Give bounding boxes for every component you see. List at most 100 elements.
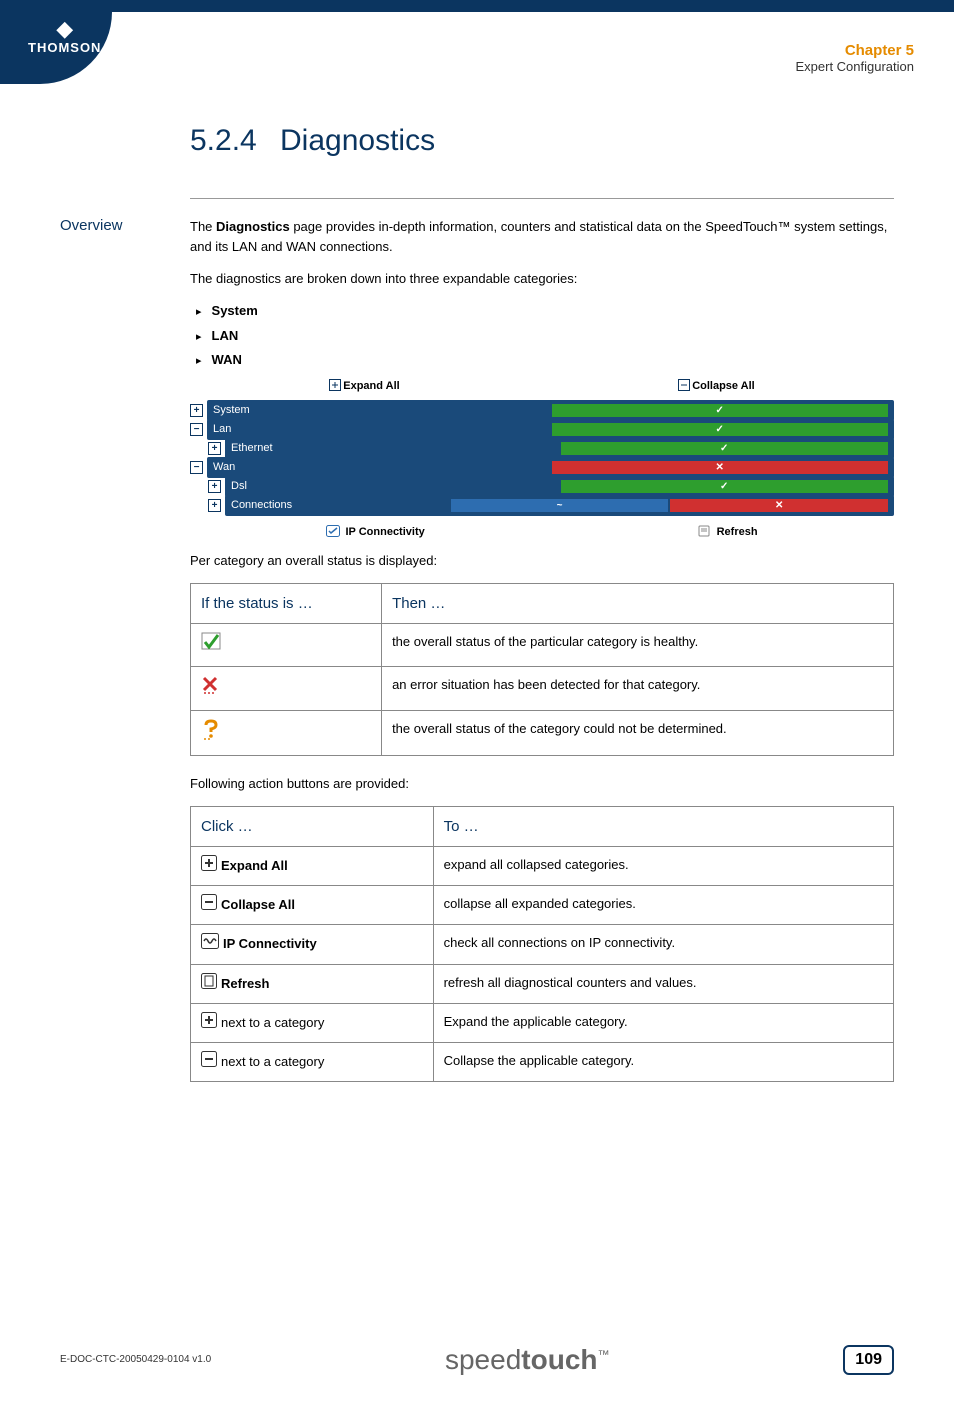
diagnostics-panel: Expand All Collapse All +System✓−Lan✓+Et… bbox=[190, 376, 894, 543]
refresh-link[interactable]: Refresh bbox=[698, 524, 758, 541]
page-number: 109 bbox=[843, 1345, 894, 1375]
diag-label[interactable]: Wan✕ bbox=[207, 457, 894, 478]
overview-content: The Diagnostics page provides in-depth i… bbox=[190, 217, 894, 1100]
toggle-icon[interactable]: + bbox=[208, 480, 221, 493]
action-row: Refreshrefresh all diagnostical counters… bbox=[191, 964, 894, 1003]
collapse-all-link[interactable]: Collapse All bbox=[678, 378, 755, 395]
action-button[interactable]: Expand All bbox=[201, 855, 288, 877]
status-table: If the status is …Then … the overall sta… bbox=[190, 583, 894, 756]
plus-icon bbox=[201, 855, 221, 877]
diag-rows: +System✓−Lan✓+Ethernet✓−Wan✕+Dsl✓+Connec… bbox=[190, 402, 894, 515]
bullet-system: System bbox=[196, 301, 894, 321]
status-ok-icon: ✓ bbox=[561, 480, 889, 493]
toggle-icon[interactable]: − bbox=[190, 423, 203, 436]
action-desc: collapse all expanded categories. bbox=[433, 886, 893, 925]
speedtouch-brand: speedtouch™ bbox=[445, 1344, 610, 1376]
status-h2: Then … bbox=[382, 584, 894, 624]
action-row: Expand Allexpand all collapsed categorie… bbox=[191, 847, 894, 886]
action-button[interactable]: Collapse All bbox=[201, 894, 295, 916]
doc-id: E-DOC-CTC-20050429-0104 v1.0 bbox=[60, 1354, 211, 1365]
action-button[interactable]: next to a category bbox=[201, 1051, 324, 1073]
actions-intro: Following action buttons are provided: bbox=[190, 774, 894, 794]
status-icon-cell bbox=[191, 624, 382, 667]
chapter-header: Chapter 5 Expert Configuration bbox=[795, 42, 914, 74]
diag-label[interactable]: Lan✓ bbox=[207, 419, 894, 440]
chapter-label: Chapter 5 bbox=[795, 42, 914, 59]
status-err-icon: ✕ bbox=[670, 499, 888, 512]
section-name: Diagnostics bbox=[280, 124, 435, 157]
action-row: next to a category Expand the applicable … bbox=[191, 1003, 894, 1042]
diag-row-connections: + Connections~✕ bbox=[190, 497, 894, 515]
action-button-cell: Refresh bbox=[191, 964, 434, 1003]
expand-all-link[interactable]: Expand All bbox=[329, 378, 399, 395]
status-row: an error situation has been detected for… bbox=[191, 667, 894, 710]
question-icon bbox=[201, 729, 223, 744]
header: ◆ THOMSON Chapter 5 Expert Configuration bbox=[0, 12, 954, 84]
action-desc: Collapse the applicable category. bbox=[433, 1042, 893, 1081]
status-ok-icon: ✓ bbox=[552, 404, 889, 417]
diag-label[interactable]: Connections~✕ bbox=[225, 495, 894, 516]
thomson-logo: ◆ THOMSON bbox=[28, 18, 101, 55]
logo-text: THOMSON bbox=[28, 40, 101, 55]
bullet-wan: WAN bbox=[196, 350, 894, 370]
action-row: Collapse All collapse all expanded catego… bbox=[191, 886, 894, 925]
footer: E-DOC-CTC-20050429-0104 v1.0 speedtouch™… bbox=[0, 1344, 954, 1406]
diag-label[interactable]: Ethernet✓ bbox=[225, 438, 894, 459]
wave-icon bbox=[201, 933, 223, 955]
overview-label: Overview bbox=[60, 217, 190, 1100]
action-button[interactable]: IP Connectivity bbox=[201, 933, 317, 955]
actions-h2: To … bbox=[433, 806, 893, 846]
action-button[interactable]: next to a category bbox=[201, 1012, 324, 1034]
status-icon-cell bbox=[191, 710, 382, 755]
toggle-icon[interactable]: − bbox=[190, 461, 203, 474]
top-bar bbox=[0, 0, 954, 12]
action-row: next to a category Collapse the applicabl… bbox=[191, 1042, 894, 1081]
action-desc: check all connections on IP connectivity… bbox=[433, 925, 893, 964]
divider bbox=[190, 198, 894, 199]
action-button-cell: Collapse All bbox=[191, 886, 434, 925]
status-row: the overall status of the particular cat… bbox=[191, 624, 894, 667]
actions-table: Click …To … Expand Allexpand all collaps… bbox=[190, 806, 894, 1082]
status-link-icon: ~ bbox=[451, 499, 669, 512]
action-row: IP Connectivity check all connections on … bbox=[191, 925, 894, 964]
diag-row-lan: −Lan✓ bbox=[190, 421, 894, 439]
status-intro: Per category an overall status is displa… bbox=[190, 551, 894, 571]
toggle-icon[interactable]: + bbox=[208, 499, 221, 512]
overview-p2: The diagnostics are broken down into thr… bbox=[190, 269, 894, 289]
status-err-icon: ✕ bbox=[552, 461, 889, 474]
status-desc: the overall status of the category could… bbox=[382, 710, 894, 755]
diag-row-dsl: + Dsl✓ bbox=[190, 478, 894, 496]
action-button-cell: next to a category bbox=[191, 1003, 434, 1042]
status-h1: If the status is … bbox=[191, 584, 382, 624]
diag-row-wan: −Wan✕ bbox=[190, 459, 894, 477]
plus-icon bbox=[201, 1012, 221, 1034]
action-desc: Expand the applicable category. bbox=[433, 1003, 893, 1042]
action-button-cell: IP Connectivity bbox=[191, 925, 434, 964]
logo-symbol: ◆ bbox=[28, 18, 101, 40]
cross-icon bbox=[201, 683, 223, 698]
diag-row-ethernet: + Ethernet✓ bbox=[190, 440, 894, 458]
status-desc: an error situation has been detected for… bbox=[382, 667, 894, 710]
diag-label[interactable]: System✓ bbox=[207, 400, 894, 421]
status-row: the overall status of the category could… bbox=[191, 710, 894, 755]
toggle-icon[interactable]: + bbox=[190, 404, 203, 417]
section-title: 5.2.4Diagnostics bbox=[190, 124, 894, 158]
toggle-icon[interactable]: + bbox=[208, 442, 221, 455]
page-body: 5.2.4Diagnostics Overview The Diagnostic… bbox=[0, 84, 954, 1144]
minus-icon bbox=[201, 894, 221, 916]
status-desc: the overall status of the particular cat… bbox=[382, 624, 894, 667]
action-button-cell: next to a category bbox=[191, 1042, 434, 1081]
diag-label[interactable]: Dsl✓ bbox=[225, 476, 894, 497]
logo-curve: ◆ THOMSON bbox=[0, 12, 112, 84]
action-button[interactable]: Refresh bbox=[201, 973, 269, 995]
status-ok-icon: ✓ bbox=[552, 423, 889, 436]
ip-connectivity-link[interactable]: IP Connectivity bbox=[326, 524, 424, 541]
section-number: 5.2.4 bbox=[190, 124, 280, 158]
status-ok-icon: ✓ bbox=[561, 442, 889, 455]
overview-p1: The Diagnostics page provides in-depth i… bbox=[190, 217, 894, 257]
status-icon-cell bbox=[191, 667, 382, 710]
bullet-lan: LAN bbox=[196, 326, 894, 346]
action-button-cell: Expand All bbox=[191, 847, 434, 886]
overview-bullets: System LAN WAN bbox=[196, 301, 894, 369]
chapter-subtitle: Expert Configuration bbox=[795, 59, 914, 74]
